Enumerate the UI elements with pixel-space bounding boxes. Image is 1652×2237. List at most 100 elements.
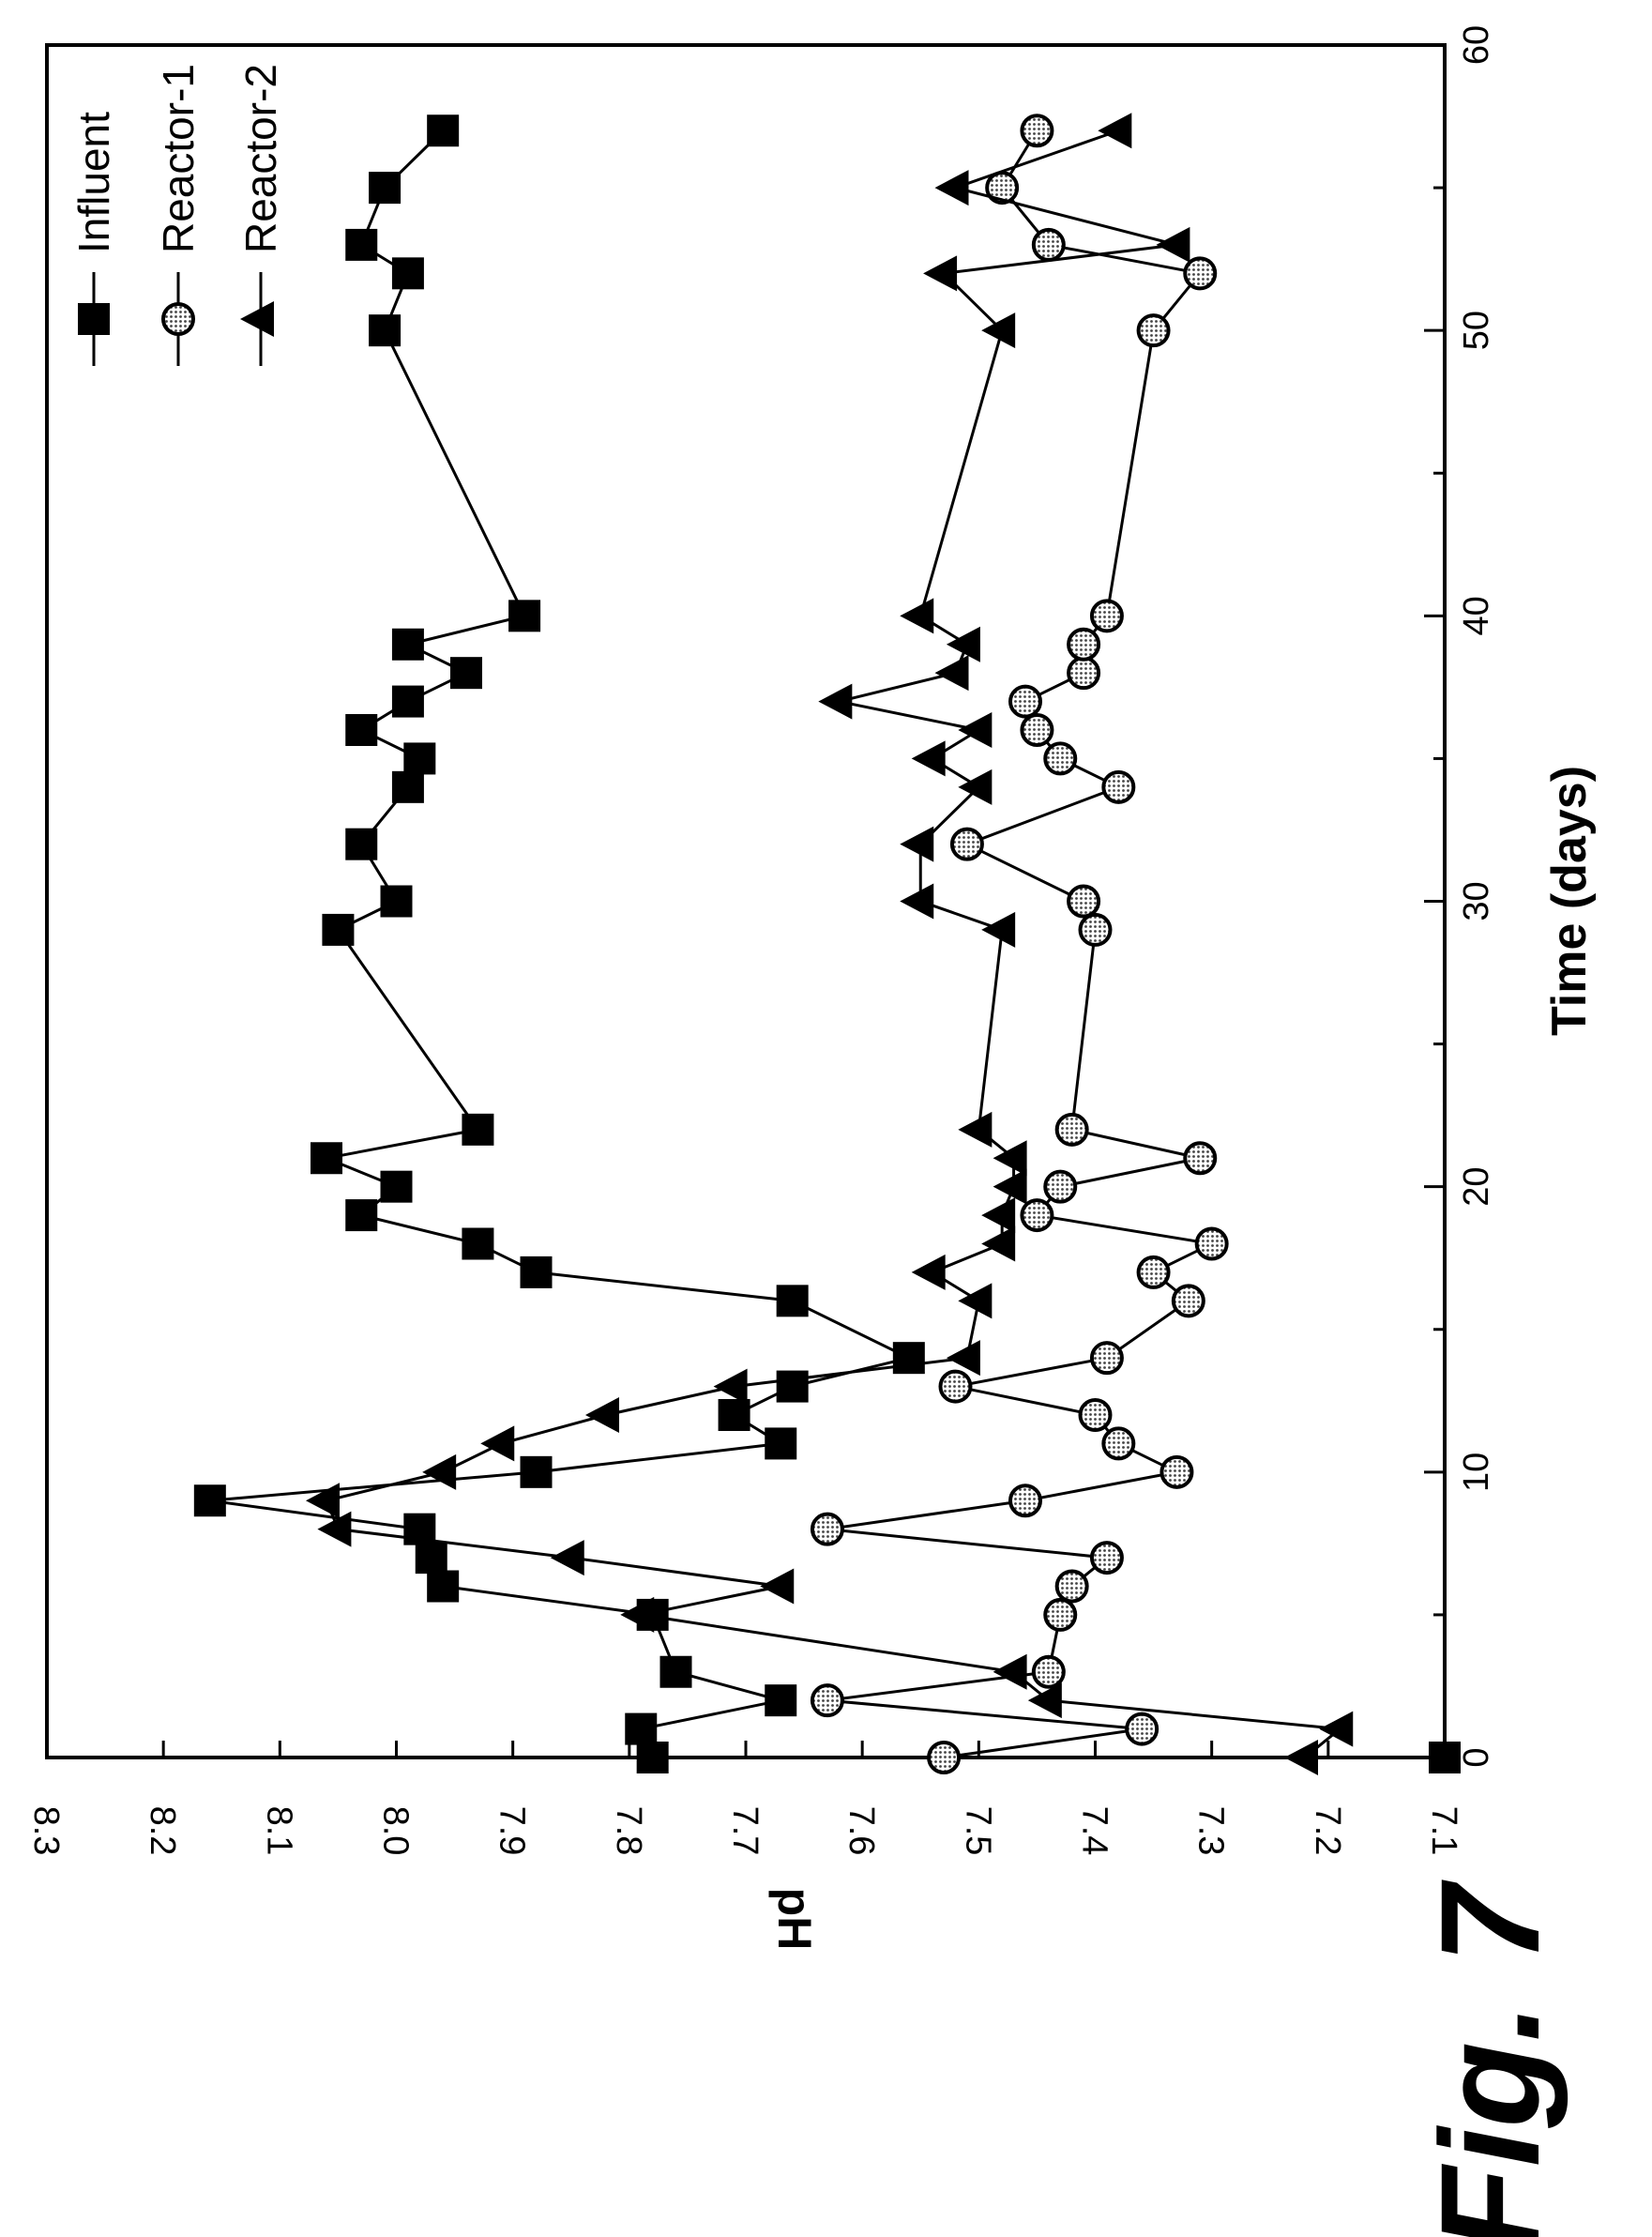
data-point [776, 1285, 809, 1317]
data-point [462, 1113, 494, 1146]
data-point [1101, 769, 1136, 804]
data-point [1008, 1484, 1042, 1518]
legend-label: Reactor-1 [154, 64, 203, 253]
data-point [993, 1168, 1027, 1205]
data-point [403, 742, 436, 775]
x-tick-label: 60 [1457, 25, 1496, 65]
y-tick-label: 7.1 [1424, 1806, 1463, 1856]
data-point [369, 314, 402, 347]
data-point [1020, 713, 1054, 747]
data-point [380, 885, 413, 918]
data-point [993, 1653, 1027, 1690]
data-point [1054, 1112, 1089, 1147]
data-point [1429, 1742, 1461, 1773]
data-point [391, 685, 424, 718]
data-point [345, 714, 378, 746]
plot-frame [45, 43, 1447, 1759]
y-tick-label: 7.7 [725, 1806, 765, 1856]
series-influent [193, 114, 1461, 1773]
data-point [765, 1427, 797, 1460]
data-point [1183, 1141, 1218, 1176]
data-point [345, 1199, 378, 1232]
data-point [193, 1484, 226, 1517]
data-point [520, 1255, 553, 1288]
y-axis-label: pH [768, 1888, 821, 1951]
data-point [949, 827, 984, 861]
data-point [1043, 1169, 1078, 1204]
data-point [1183, 256, 1218, 291]
data-point [306, 1483, 340, 1519]
x-tick-label: 40 [1457, 596, 1496, 635]
data-point [1319, 1711, 1354, 1747]
data-point [1089, 599, 1124, 633]
x-tick-label: 10 [1457, 1453, 1496, 1492]
data-point [718, 1399, 750, 1431]
y-tick-label: 8.0 [376, 1806, 416, 1856]
legend-marker [78, 303, 110, 335]
data-point [1101, 1426, 1136, 1461]
x-axis: 0 10 20 30 40 50 60 [1424, 25, 1496, 1768]
data-point [981, 1197, 1016, 1234]
data-point [317, 1511, 352, 1547]
figure-label: Fig. 7 [1411, 1879, 1569, 2237]
data-point [322, 913, 355, 946]
data-point [369, 172, 402, 205]
x-axis-label: Time (days) [1542, 766, 1597, 1036]
data-point [810, 1683, 844, 1718]
data-point [981, 911, 1016, 948]
data-point [462, 1227, 494, 1260]
legend: Influent Reactor-1 Reactor-2 [69, 64, 285, 366]
data-point [1089, 1541, 1124, 1575]
data-point [345, 228, 378, 261]
data-point [946, 1340, 980, 1377]
data-point [550, 1540, 584, 1576]
data-point [620, 1596, 655, 1633]
data-point [760, 1568, 795, 1605]
data-point [480, 1425, 515, 1462]
data-point [934, 655, 969, 692]
data-point [345, 828, 378, 860]
data-point [1284, 1740, 1318, 1775]
data-point [1027, 1682, 1062, 1719]
data-point [391, 628, 424, 661]
data-point [958, 712, 993, 748]
legend-label: Reactor-2 [236, 64, 285, 253]
data-point [415, 1542, 447, 1575]
data-point [981, 312, 1016, 349]
data-point [776, 1370, 809, 1403]
data-point [427, 1570, 460, 1603]
data-point [508, 600, 541, 632]
data-point [625, 1712, 658, 1745]
data-point [1043, 741, 1078, 776]
data-point [1089, 1341, 1124, 1376]
legend-label: Influent [69, 112, 118, 253]
data-point [1008, 684, 1042, 719]
y-axis: 7.1 7.2 7.3 7.4 7.5 7.6 7.7 7.8 7.9 8.0 8.1 8.2 8.3 [26, 1741, 1463, 1855]
data-point [520, 1455, 553, 1488]
data-point [993, 1140, 1027, 1177]
data-point [900, 826, 934, 862]
data-point [1078, 1398, 1113, 1432]
data-point [1043, 1597, 1078, 1632]
data-point [958, 768, 993, 805]
data-point [659, 1655, 692, 1688]
y-tick-label: 7.4 [1075, 1806, 1114, 1856]
data-point [911, 1254, 946, 1290]
data-point [391, 770, 424, 803]
y-tick-label: 7.6 [841, 1806, 881, 1856]
data-point [1031, 227, 1066, 262]
data-point [1067, 884, 1101, 919]
data-point [713, 1368, 748, 1405]
x-tick-label: 0 [1457, 1747, 1496, 1767]
data-point [927, 1741, 962, 1774]
data-point [892, 1342, 925, 1375]
y-tick-label: 7.5 [958, 1806, 997, 1856]
data-point [1020, 1198, 1054, 1233]
y-tick-label: 7.9 [493, 1806, 532, 1856]
data-point [1098, 113, 1132, 149]
data-point [1194, 1226, 1229, 1261]
data-point [585, 1397, 619, 1433]
x-tick-label: 20 [1457, 1167, 1496, 1207]
data-point [1136, 313, 1171, 348]
